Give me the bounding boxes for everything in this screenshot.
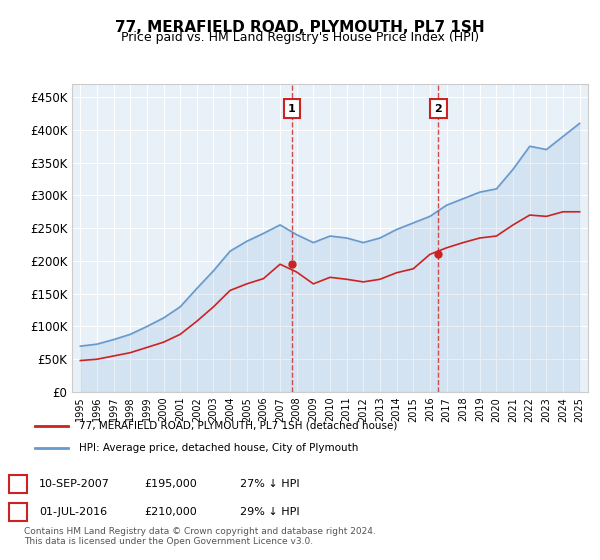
Text: 1: 1 (288, 104, 296, 114)
Text: 2: 2 (14, 507, 22, 517)
Text: Price paid vs. HM Land Registry's House Price Index (HPI): Price paid vs. HM Land Registry's House … (121, 31, 479, 44)
Text: 27% ↓ HPI: 27% ↓ HPI (240, 479, 299, 489)
Text: 1: 1 (14, 479, 22, 489)
Text: £210,000: £210,000 (144, 507, 197, 517)
Text: 77, MERAFIELD ROAD, PLYMOUTH, PL7 1SH (detached house): 77, MERAFIELD ROAD, PLYMOUTH, PL7 1SH (d… (79, 421, 398, 431)
Text: £195,000: £195,000 (144, 479, 197, 489)
Text: HPI: Average price, detached house, City of Plymouth: HPI: Average price, detached house, City… (79, 443, 359, 453)
Text: 77, MERAFIELD ROAD, PLYMOUTH, PL7 1SH: 77, MERAFIELD ROAD, PLYMOUTH, PL7 1SH (115, 20, 485, 35)
Text: 29% ↓ HPI: 29% ↓ HPI (240, 507, 299, 517)
Text: 01-JUL-2016: 01-JUL-2016 (39, 507, 107, 517)
Text: 10-SEP-2007: 10-SEP-2007 (39, 479, 110, 489)
Text: Contains HM Land Registry data © Crown copyright and database right 2024.
This d: Contains HM Land Registry data © Crown c… (24, 526, 376, 546)
Text: 2: 2 (434, 104, 442, 114)
